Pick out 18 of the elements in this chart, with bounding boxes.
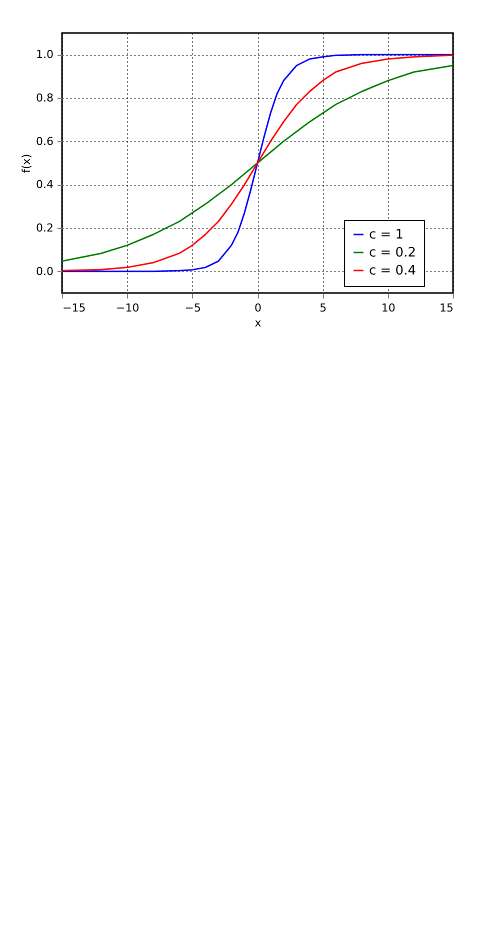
y-tick-label: 0.6 bbox=[36, 134, 54, 148]
y-tick-label: 0.0 bbox=[36, 264, 54, 278]
y-tick-label: 0.2 bbox=[36, 222, 54, 234]
x-tick-label: 10 bbox=[381, 302, 396, 314]
y-tick-label: 1.0 bbox=[36, 48, 54, 62]
x-tick-label: 5 bbox=[320, 302, 327, 314]
x-axis-title: x bbox=[254, 316, 262, 330]
y-axis-title: f(x) bbox=[20, 154, 34, 173]
x-tick-label: 0 bbox=[254, 302, 262, 314]
legend-label: c = 1 bbox=[369, 228, 404, 242]
y-tick-label: 0.8 bbox=[36, 92, 54, 104]
x-tick-label: −5 bbox=[184, 302, 201, 314]
x-tick-label: 15 bbox=[440, 302, 454, 314]
y-tick-label: 0.4 bbox=[36, 178, 54, 192]
legend-label: c = 0.4 bbox=[369, 264, 416, 278]
x-tick-label: −15 bbox=[62, 302, 86, 314]
legend-label: c = 0.2 bbox=[369, 246, 416, 260]
x-tick-label: −10 bbox=[116, 302, 140, 314]
